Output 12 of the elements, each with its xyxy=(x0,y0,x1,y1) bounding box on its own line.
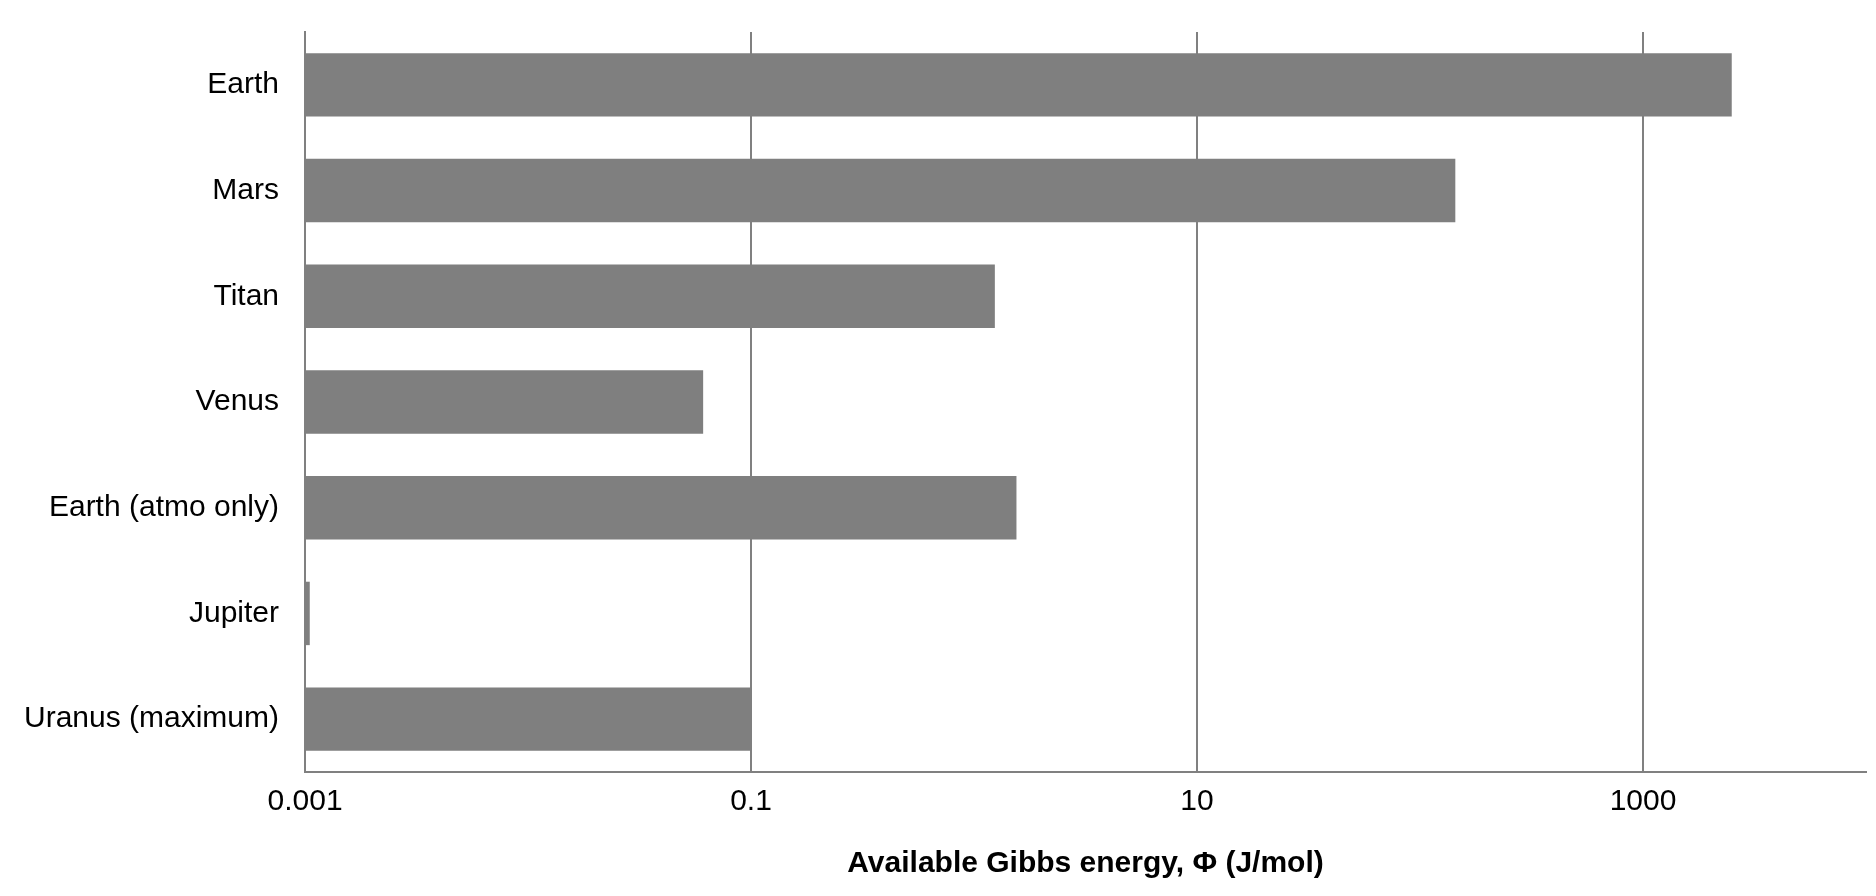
y-tick-label: Uranus (maximum) xyxy=(24,700,280,734)
x-tick-label: 0.1 xyxy=(730,783,772,817)
y-tick-label: Venus xyxy=(195,383,280,417)
y-tick-label: Earth (atmo only) xyxy=(48,488,280,522)
x-tick-label: 0.001 xyxy=(267,783,343,817)
x-tick-label: 1000 xyxy=(1609,783,1677,817)
x-axis-title: Available Gibbs energy, Φ (J/mol) xyxy=(847,845,1324,879)
y-tick-label: Titan xyxy=(213,277,280,311)
y-tick-label: Earth xyxy=(207,66,280,100)
x-tick-label: 10 xyxy=(1180,783,1214,817)
y-tick-label: Jupiter xyxy=(188,594,280,628)
y-tick-label: Mars xyxy=(212,171,280,205)
